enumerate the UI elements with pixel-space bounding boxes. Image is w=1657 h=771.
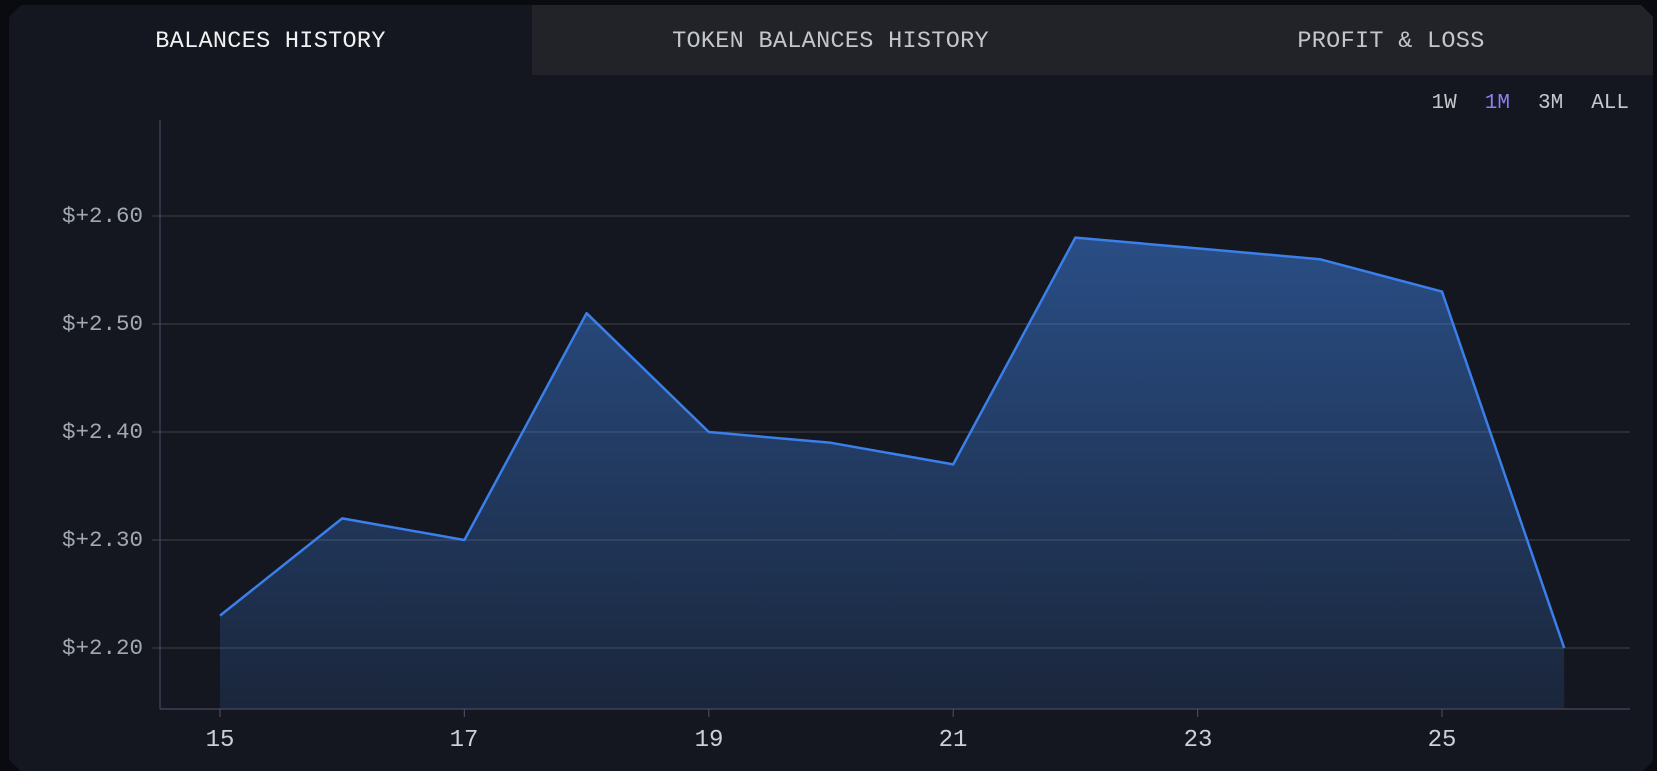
svg-text:$+2.50: $+2.50 (62, 311, 143, 337)
svg-text:21: 21 (939, 727, 968, 754)
svg-text:$+2.60: $+2.60 (62, 203, 143, 229)
svg-text:23: 23 (1184, 727, 1213, 754)
svg-text:$+2.20: $+2.20 (62, 635, 143, 661)
svg-text:25: 25 (1428, 727, 1457, 754)
svg-text:$+2.30: $+2.30 (62, 527, 143, 553)
svg-text:17: 17 (450, 727, 479, 754)
svg-text:$+2.40: $+2.40 (62, 419, 143, 445)
svg-text:19: 19 (695, 727, 724, 754)
svg-text:15: 15 (206, 727, 235, 754)
